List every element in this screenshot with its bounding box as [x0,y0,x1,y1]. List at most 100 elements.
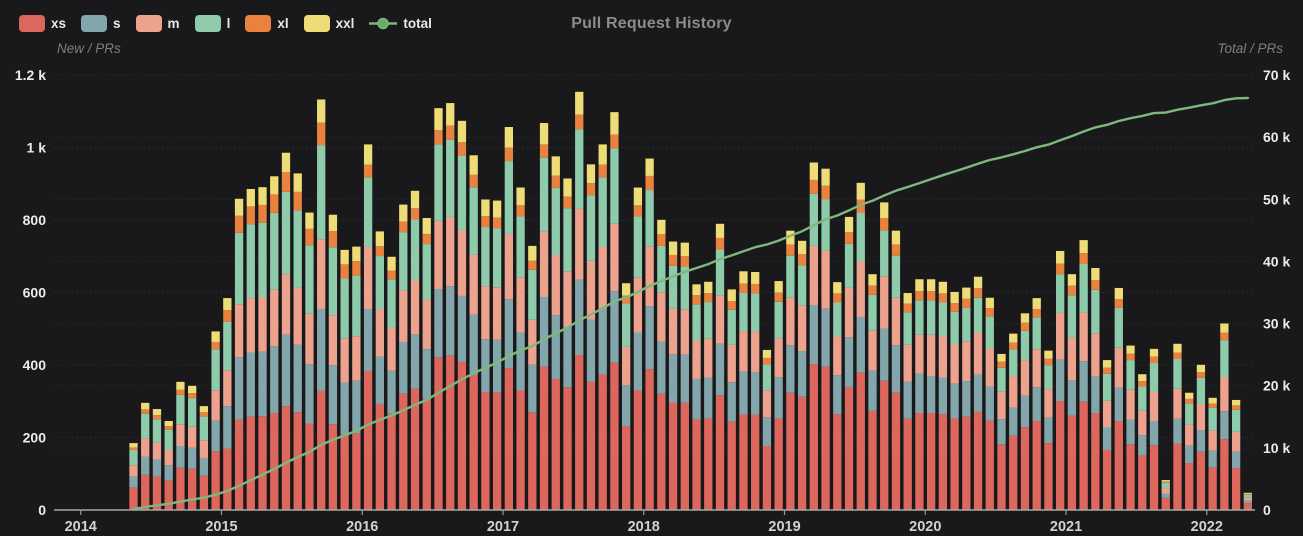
bar-2014-12[interactable] [211,331,220,510]
bar-2016-04[interactable] [399,204,408,510]
bar-2015-09[interactable] [317,99,326,510]
bar-2017-10[interactable] [610,112,619,510]
bar-2016-09[interactable] [457,120,467,510]
legend-item-s[interactable]: s [81,15,121,32]
bar-2020-04[interactable] [962,287,971,510]
bar-2022-04[interactable] [1243,492,1252,510]
bar-2016-11[interactable] [481,199,490,510]
bar-2017-09[interactable] [598,144,607,510]
bar-2016-05[interactable] [410,190,420,510]
bar-2015-07[interactable] [293,173,302,510]
bar-2018-07[interactable] [715,223,725,510]
bar-2017-04[interactable] [539,123,549,510]
legend-item-total[interactable]: total [369,15,432,32]
bar-2017-07[interactable] [575,91,584,510]
bar-2019-03[interactable] [809,162,818,510]
bar-2021-07[interactable] [1138,374,1147,510]
bar-2020-06[interactable] [985,297,994,510]
bar-2018-12[interactable] [774,281,783,510]
bar-2016-02[interactable] [375,231,384,510]
bar-2016-07[interactable] [434,108,443,510]
legend-item-xxl[interactable]: xxl [303,15,354,32]
bar-2016-10[interactable] [469,155,478,510]
bar-2022-03[interactable] [1231,399,1241,510]
bar-2020-07[interactable] [997,353,1006,510]
bar-2016-01[interactable] [363,144,373,510]
bar-2021-02[interactable] [1079,240,1088,510]
bar-2015-08[interactable] [305,212,314,510]
bar-2017-01[interactable] [504,127,514,510]
bar-2019-06[interactable] [844,216,854,510]
bar-2017-03[interactable] [528,245,537,510]
bar-2015-06[interactable] [281,152,291,510]
bar-2019-08[interactable] [868,274,877,510]
bar-2017-06[interactable] [563,178,572,510]
bar-2018-08[interactable] [727,289,736,510]
bar-2019-05[interactable] [833,282,842,510]
bar-2020-08[interactable] [1009,333,1018,510]
bar-2015-05[interactable] [270,176,279,510]
bar-2018-09[interactable] [739,271,748,510]
total-line[interactable] [132,96,1250,511]
legend-item-xl[interactable]: xl [245,15,289,32]
bar-2021-08[interactable] [1149,348,1159,510]
bar-2021-03[interactable] [1091,268,1100,510]
bar-2019-01[interactable] [786,230,795,510]
bar-2018-11[interactable] [762,349,772,510]
bar-2018-10[interactable] [751,272,760,510]
bar-2017-11[interactable] [622,283,631,510]
bar-2014-11[interactable] [199,406,209,510]
bar-2019-07[interactable] [856,182,865,510]
bar-2016-03[interactable] [387,256,396,510]
bar-2018-01[interactable] [645,158,654,510]
bar-2019-12[interactable] [915,279,924,510]
bar-2015-12[interactable] [352,246,361,510]
bar-2014-07[interactable] [152,409,162,510]
bar-2016-12[interactable] [492,200,502,510]
bar-2020-02[interactable] [938,281,948,510]
bar-2020-10[interactable] [1032,298,1041,510]
bar-2019-10[interactable] [891,230,901,510]
bar-2015-03[interactable] [246,188,255,510]
bar-2018-06[interactable] [704,281,713,510]
bar-2018-03[interactable] [668,241,678,510]
bar-2020-09[interactable] [1020,313,1030,510]
bar-2017-02[interactable] [516,187,525,510]
bar-2021-04[interactable] [1102,360,1112,510]
bar-2021-09[interactable] [1161,480,1170,510]
bar-2021-10[interactable] [1173,343,1182,510]
legend-item-m[interactable]: m [135,15,180,32]
bar-2014-08[interactable] [164,420,173,510]
bar-2020-05[interactable] [973,276,983,510]
bar-2015-02[interactable] [234,198,244,510]
bar-2015-01[interactable] [223,298,232,510]
bar-2016-08[interactable] [446,103,455,510]
bar-2019-11[interactable] [903,293,912,510]
bar-2021-06[interactable] [1126,345,1135,510]
bar-2021-11[interactable] [1185,392,1194,510]
bar-2020-03[interactable] [950,291,959,510]
bar-2019-09[interactable] [880,202,889,510]
bar-2018-05[interactable] [692,284,701,510]
bar-2015-10[interactable] [328,214,338,510]
bar-2021-12[interactable] [1196,364,1206,510]
bar-2018-04[interactable] [680,242,689,510]
bar-2014-10[interactable] [188,385,197,510]
bar-2014-05[interactable] [129,443,138,510]
bar-2020-11[interactable] [1044,350,1053,510]
bar-2020-12[interactable] [1056,250,1065,510]
bar-2017-12[interactable] [633,187,643,510]
bar-2014-09[interactable] [176,381,185,510]
bar-2015-11[interactable] [340,249,349,510]
bar-2021-01[interactable] [1067,274,1077,510]
bar-2017-08[interactable] [586,164,596,510]
bar-2022-01[interactable] [1208,397,1217,510]
bar-2015-04[interactable] [258,187,267,510]
bar-2017-05[interactable] [551,156,560,510]
legend-item-xs[interactable]: xs [19,15,66,32]
bar-2019-02[interactable] [797,240,807,510]
bar-2016-06[interactable] [422,217,431,510]
bar-2022-02[interactable] [1220,323,1229,510]
bar-2020-01[interactable] [926,279,936,510]
legend-item-l[interactable]: l [194,15,230,32]
